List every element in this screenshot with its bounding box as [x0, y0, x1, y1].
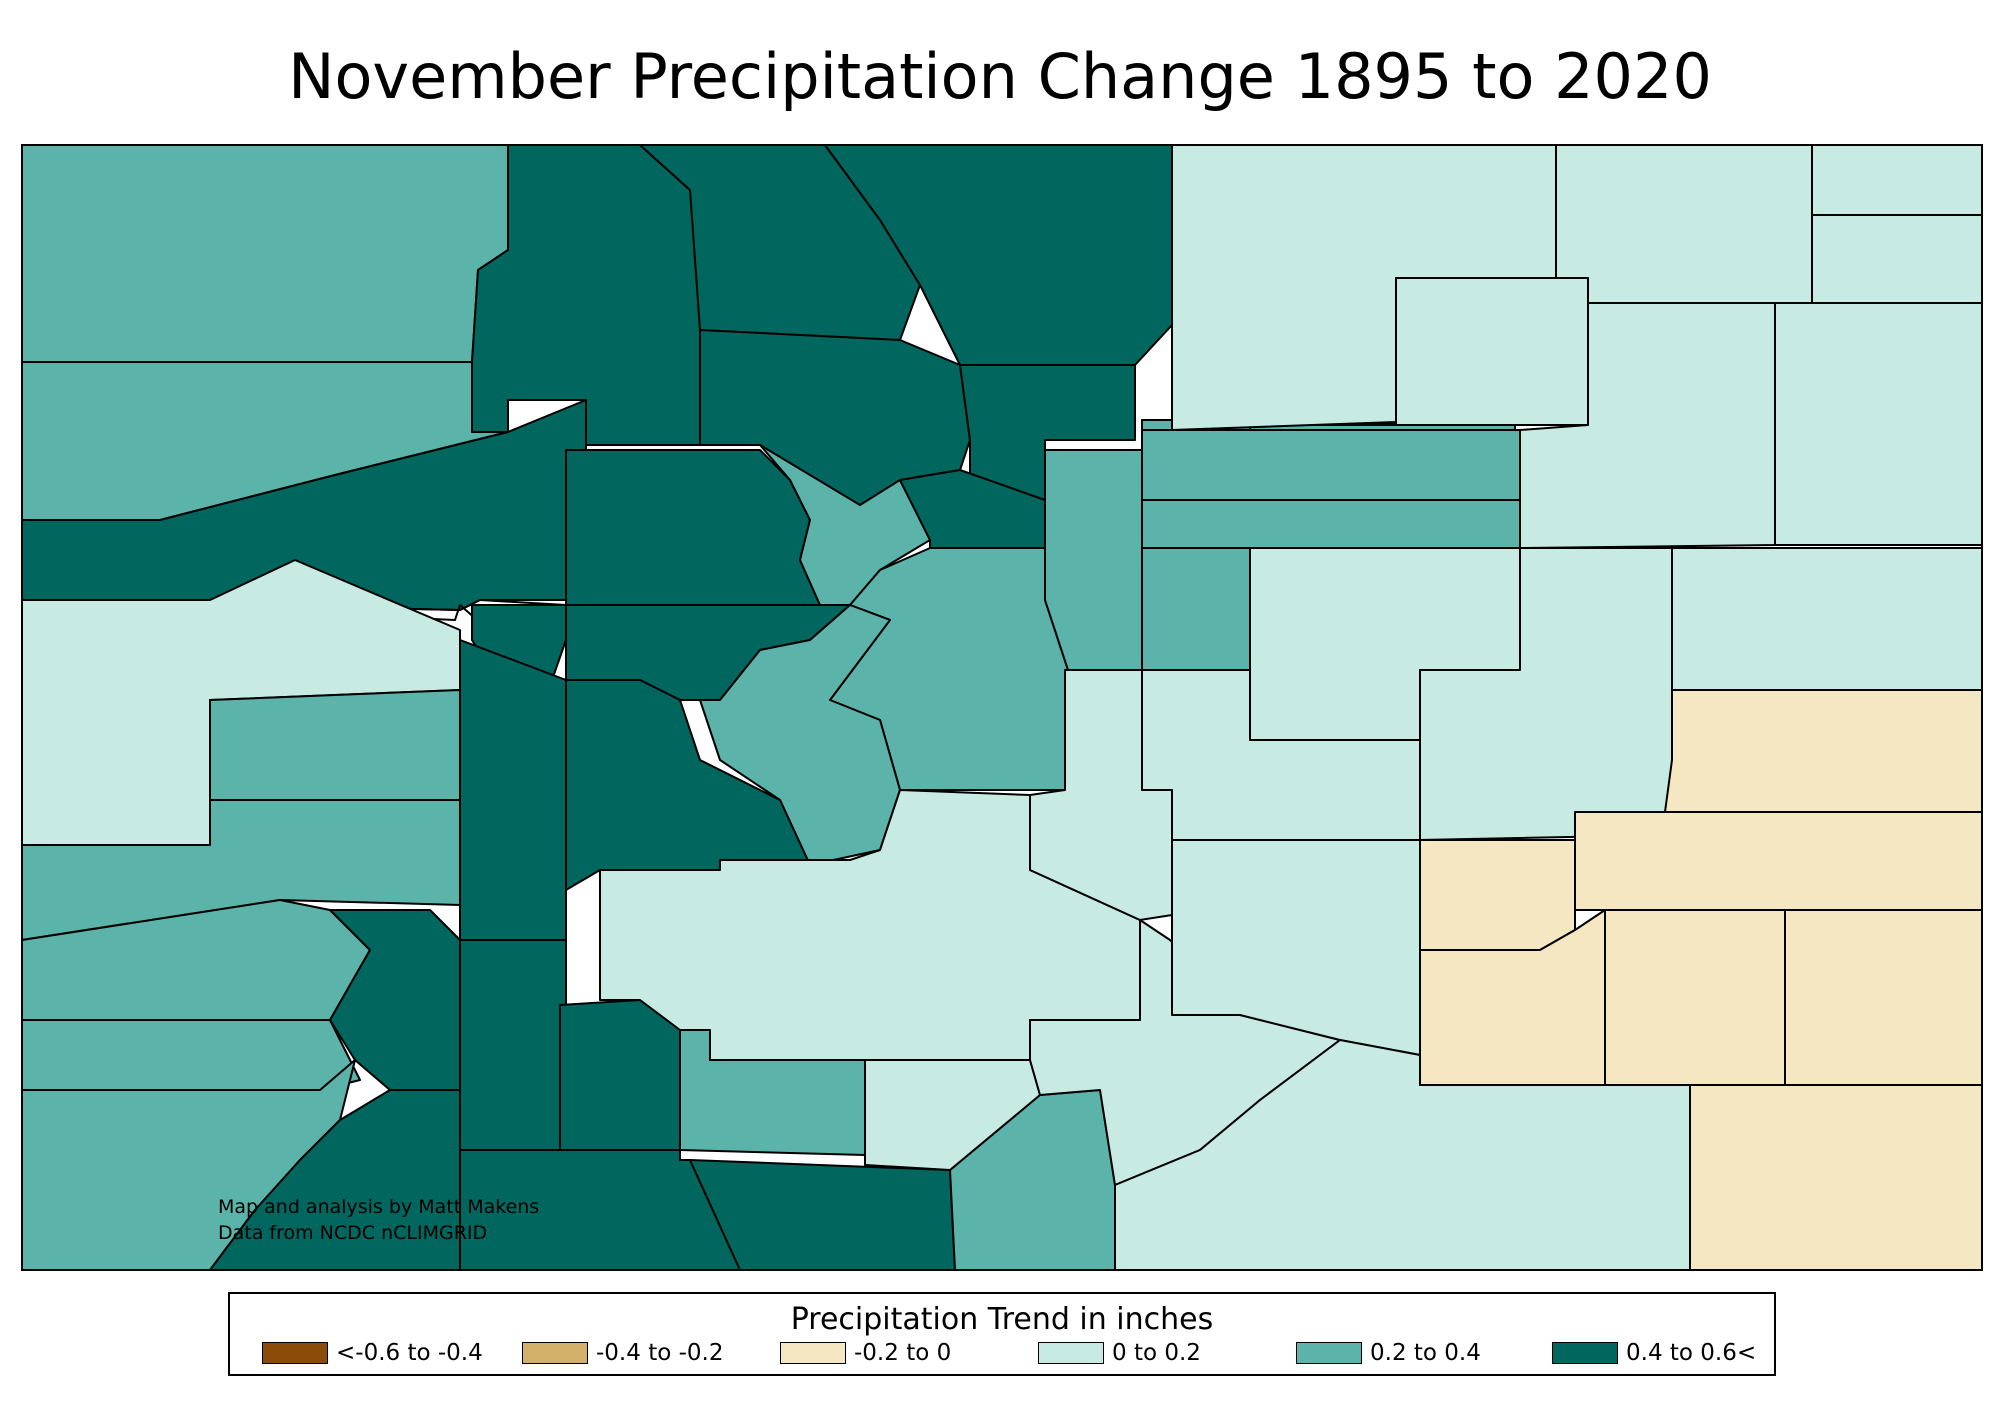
legend-label: <-0.6 to -0.4	[336, 1340, 483, 1366]
county-region	[1604, 909, 1786, 1086]
legend-swatch	[1296, 1342, 1362, 1364]
county-region	[1689, 1084, 1983, 1271]
county-region	[1811, 144, 1983, 216]
legend-swatch	[262, 1342, 328, 1364]
county-region	[1574, 811, 1983, 911]
county-region	[864, 1059, 1041, 1171]
county-region	[1671, 547, 1983, 691]
county-region	[1419, 839, 1576, 951]
credit-author: Map and analysis by Matt Makens	[218, 1196, 540, 1218]
legend-swatch	[1552, 1342, 1618, 1364]
legend-item: <-0.6 to -0.4	[262, 1338, 483, 1368]
legend-label: 0 to 0.2	[1112, 1340, 1201, 1366]
county-region	[21, 1019, 361, 1091]
county-region	[1664, 689, 1983, 813]
legend-item: -0.4 to -0.2	[522, 1338, 723, 1368]
county-region	[21, 144, 509, 363]
map-title: November Precipitation Change 1895 to 20…	[288, 40, 1712, 113]
county-region	[1395, 277, 1589, 426]
legend-label: 0.2 to 0.4	[1370, 1340, 1481, 1366]
county-region	[679, 604, 901, 866]
county-region	[1784, 909, 1983, 1086]
legend-swatch	[780, 1342, 846, 1364]
legend-item: 0 to 0.2	[1038, 1338, 1201, 1368]
county-region	[459, 939, 567, 1151]
legend-item: 0.4 to 0.6<	[1552, 1338, 1756, 1368]
county-region	[565, 449, 821, 606]
county-region	[209, 689, 461, 801]
county-region	[559, 999, 681, 1161]
legend-swatch	[1038, 1342, 1104, 1364]
state-border	[21, 144, 1983, 1271]
county-region	[459, 639, 567, 941]
county-region	[1141, 429, 1521, 501]
legend: Precipitation Trend in inches <-0.6 to -…	[228, 1292, 1776, 1376]
county-region	[1141, 547, 1251, 671]
county-region	[1811, 214, 1983, 304]
county-region	[1774, 302, 1983, 546]
legend-item: 0.2 to 0.4	[1296, 1338, 1481, 1368]
legend-swatch	[522, 1342, 588, 1364]
credit-source: Data from NCDC nCLIMGRID	[218, 1222, 488, 1244]
county-region	[1555, 144, 1813, 304]
legend-label: -0.2 to 0	[854, 1340, 952, 1366]
legend-label: -0.4 to -0.2	[596, 1340, 724, 1366]
legend-items: <-0.6 to -0.4 -0.4 to -0.2 -0.2 to 0 0 t…	[262, 1338, 1762, 1368]
legend-label: 0.4 to 0.6<	[1626, 1340, 1757, 1366]
county-region	[1141, 499, 1521, 549]
legend-title: Precipitation Trend in inches	[790, 1302, 1214, 1337]
legend-item: -0.2 to 0	[780, 1338, 951, 1368]
